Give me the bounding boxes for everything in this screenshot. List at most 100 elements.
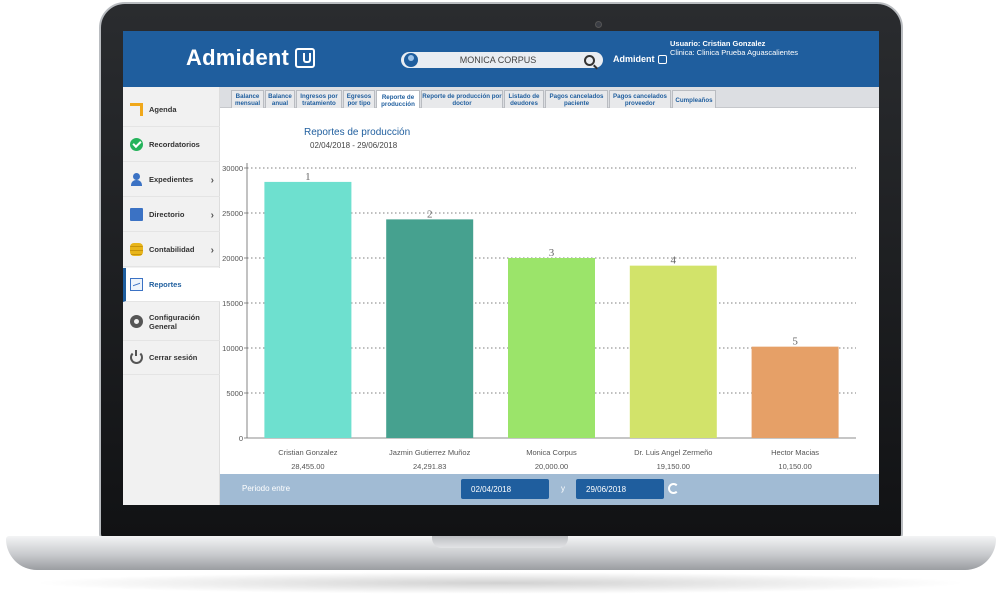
laptop-shadow — [30, 572, 970, 594]
bar-rank-label: 5 — [792, 336, 798, 348]
tab-label: Ingresos por tratamiento — [300, 93, 338, 107]
bar — [386, 219, 474, 438]
sidebar-item-label: Cerrar sesión — [149, 353, 198, 362]
tab-egresos-tipo[interactable]: Egresos por tipo — [343, 90, 375, 108]
tab-produccion-doctor[interactable]: Reporte de producción por doctor — [421, 90, 503, 108]
bar-value-label: 20,000.00 — [535, 462, 568, 471]
user-info: Usuario: Cristian Gonzalez Clinica: Clin… — [670, 39, 798, 57]
brand-small-text: Admident — [613, 54, 655, 64]
y-tick-label: 5000 — [226, 389, 243, 398]
tab-label: Balance anual — [268, 93, 292, 107]
production-bar-chart: 0 5000 10000 15000 20000 25000 30000 1 Cristian … — [222, 163, 856, 471]
bar-rank-label: 4 — [671, 255, 677, 267]
tab-label: Reporte de producción — [381, 93, 415, 108]
chart-icon — [130, 278, 143, 291]
y-tick-label: 25000 — [222, 209, 243, 218]
sidebar-item-directorio[interactable]: Directorio › — [123, 198, 220, 232]
tab-label: Cumpleaños — [675, 96, 713, 104]
bar-rank-label: 3 — [549, 247, 555, 259]
tab-cumpleanos[interactable]: Cumpleaños — [672, 90, 716, 108]
brand-link[interactable]: Admident — [613, 54, 667, 64]
person-icon — [130, 173, 143, 186]
period-filter-bar: Periodo entre y — [220, 474, 879, 505]
chevron-right-icon: › — [210, 175, 214, 186]
user-name: Usuario: Cristian Gonzalez — [670, 39, 766, 48]
bar-rank-label: 2 — [427, 208, 433, 220]
patient-search — [401, 52, 603, 68]
sidebar: Agenda Recordatorios Expedientes › Direc… — [123, 87, 220, 505]
chevron-right-icon: › — [210, 245, 214, 256]
camera-icon — [595, 21, 602, 28]
bar — [508, 258, 595, 438]
sidebar-item-label: Expedientes — [149, 175, 194, 184]
tab-balance-anual[interactable]: Balance anual — [265, 90, 295, 108]
user-icon — [404, 53, 418, 67]
period-label: Periodo entre — [242, 484, 291, 493]
tab-pagos-cancelados-paciente[interactable]: Pagos cancelados paciente — [545, 90, 608, 108]
report-panel: Reportes de producción 02/04/2018 - 29/0… — [220, 108, 879, 474]
tab-label: Listado de deudores — [508, 93, 540, 107]
top-bar: Admident Admident Usuario: Cristian Gonz… — [123, 31, 879, 87]
date-joiner: y — [561, 484, 565, 493]
tab-balance-mensual[interactable]: Balance mensual — [231, 90, 264, 108]
x-tick-label: Hector Macias — [771, 448, 819, 457]
tab-label: Reporte de producción por doctor — [422, 93, 502, 107]
bar-value-label: 28,455.00 — [291, 462, 324, 471]
y-tick-label: 15000 — [222, 299, 243, 308]
sidebar-item-label: Agenda — [149, 105, 177, 114]
coins-icon — [130, 243, 143, 256]
tab-label: Balance mensual — [234, 93, 261, 107]
tab-reporte-produccion[interactable]: Reporte de producción — [376, 90, 420, 109]
agenda-icon — [130, 103, 143, 116]
bar-value-label: 24,291.83 — [413, 462, 446, 471]
chart-title: Reportes de producción — [304, 127, 411, 138]
chevron-right-icon: › — [210, 210, 214, 221]
bar-value-label: 10,150.00 — [778, 462, 811, 471]
tooth-monitor-icon-small — [657, 54, 667, 64]
search-icon[interactable] — [584, 54, 595, 66]
sidebar-item-expedientes[interactable]: Expedientes › — [123, 163, 220, 197]
sidebar-item-contabilidad[interactable]: Contabilidad › — [123, 233, 220, 267]
app-screen: Admident Admident Usuario: Cristian Gonz… — [123, 31, 879, 505]
y-tick-label: 30000 — [222, 164, 243, 173]
sidebar-item-agenda[interactable]: Agenda — [123, 93, 220, 127]
power-icon — [130, 350, 143, 364]
app-logo[interactable]: Admident — [186, 45, 316, 71]
tab-label: Pagos cancelados proveedor — [613, 93, 667, 107]
x-tick-label: Jazmin Gutierrez Muñoz — [389, 448, 471, 457]
sidebar-item-label: Configuración General — [149, 312, 200, 331]
sidebar-item-label: Reportes — [149, 280, 182, 289]
clinic-name: Clinica: Clinica Prueba Aguascalientes — [670, 48, 798, 57]
x-tick-label: Monica Corpus — [526, 448, 577, 457]
sidebar-item-cerrar-sesion[interactable]: Cerrar sesión — [123, 341, 220, 375]
logo-text: Admident — [186, 45, 290, 70]
x-tick-label: Cristian Gonzalez — [278, 448, 337, 457]
tab-ingresos-tratamiento[interactable]: Ingresos por tratamiento — [296, 90, 342, 108]
sidebar-item-label: Recordatorios — [149, 140, 200, 149]
from-date-input[interactable] — [461, 479, 549, 499]
check-icon — [130, 138, 143, 151]
sidebar-item-configuracion[interactable]: Configuración General — [123, 303, 220, 341]
gear-icon — [130, 315, 143, 328]
x-tick-label: Dr. Luis Angel Zermeño — [634, 448, 712, 457]
tab-listado-deudores[interactable]: Listado de deudores — [504, 90, 544, 108]
y-tick-label: 0 — [239, 434, 243, 443]
bar — [629, 265, 717, 438]
bar-rank-label: 1 — [305, 171, 311, 183]
tab-label: Egresos por tipo — [346, 93, 372, 107]
sidebar-item-label: Contabilidad — [149, 245, 195, 254]
patient-search-input[interactable] — [418, 55, 578, 65]
refresh-icon[interactable] — [668, 483, 679, 494]
y-tick-label: 20000 — [222, 254, 243, 263]
to-date-input[interactable] — [576, 479, 664, 499]
bar — [264, 181, 352, 438]
report-tabs: Balance mensual Balance anual Ingresos p… — [220, 87, 879, 109]
sidebar-item-reportes[interactable]: Reportes — [123, 268, 220, 302]
tooth-monitor-icon — [295, 48, 316, 68]
chart-subtitle: 02/04/2018 - 29/06/2018 — [310, 141, 398, 150]
sidebar-item-recordatorios[interactable]: Recordatorios — [123, 128, 220, 162]
y-tick-label: 10000 — [222, 344, 243, 353]
tab-pagos-cancelados-proveedor[interactable]: Pagos cancelados proveedor — [609, 90, 671, 108]
bar-value-label: 19,150.00 — [657, 462, 690, 471]
bar — [751, 346, 839, 438]
